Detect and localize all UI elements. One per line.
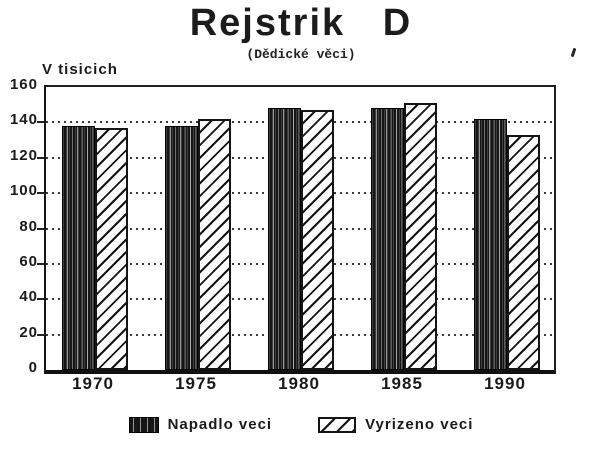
bar-napadlo-veci-1990 xyxy=(474,118,507,370)
y-tick-label-20: 20 xyxy=(19,323,38,341)
y-tick-label-60: 60 xyxy=(19,252,38,270)
y-axis-label: V tisicich xyxy=(42,61,118,78)
bar-vyrizeno-veci-1980 xyxy=(301,110,334,370)
legend-swatch-dark-icon xyxy=(128,416,159,433)
x-tick-label-1985: 1985 xyxy=(381,374,423,393)
y-tick-label-120: 120 xyxy=(9,146,38,164)
bar-vyrizeno-veci-1985 xyxy=(404,102,437,370)
y-tick-label-140: 140 xyxy=(9,111,38,129)
legend-label: Napadlo veci xyxy=(167,416,273,433)
bar-vyrizeno-veci-1970 xyxy=(95,127,128,370)
legend-label: Vyrizeno veci xyxy=(365,416,474,433)
y-tick-mark-100 xyxy=(37,192,44,195)
legend-swatch-hatch-icon xyxy=(318,416,357,433)
x-tick-label-1980: 1980 xyxy=(278,374,320,393)
y-tick-mark-140 xyxy=(37,121,44,124)
bar-napadlo-veci-1980 xyxy=(268,108,301,370)
y-tick-label-100: 100 xyxy=(9,182,38,200)
y-tick-mark-40 xyxy=(37,298,44,301)
plot-area xyxy=(37,85,556,374)
y-tick-mark-60 xyxy=(37,262,44,265)
y-tick-label-40: 40 xyxy=(19,288,38,306)
legend-item-napadlo-veci: Napadlo veci xyxy=(128,416,273,433)
bar-vyrizeno-veci-1975 xyxy=(198,118,231,370)
x-tick-label-1990: 1990 xyxy=(484,374,526,393)
y-tick-label-160: 160 xyxy=(9,76,38,93)
legend: Napadlo veci Vyrizeno veci xyxy=(0,416,602,433)
y-tick-label-80: 80 xyxy=(19,217,38,235)
x-tick-label-1975: 1975 xyxy=(175,374,217,393)
x-tick-label-1970: 1970 xyxy=(72,374,114,393)
y-tick-mark-120 xyxy=(37,156,44,159)
legend-item-vyrizeno-veci: Vyrizeno veci xyxy=(318,416,473,433)
y-tick-mark-80 xyxy=(37,227,44,230)
y-tick-label-0: 0 xyxy=(28,359,38,376)
bar-napadlo-veci-1975 xyxy=(165,125,198,370)
bar-napadlo-veci-1985 xyxy=(371,108,404,370)
bar-vyrizeno-veci-1990 xyxy=(507,134,540,370)
chart-subtitle: (Dědické věci) xyxy=(246,47,356,62)
y-tick-mark-20 xyxy=(37,333,44,336)
bar-napadlo-veci-1970 xyxy=(62,125,95,370)
chart-title: Rejstrik D xyxy=(189,2,413,44)
